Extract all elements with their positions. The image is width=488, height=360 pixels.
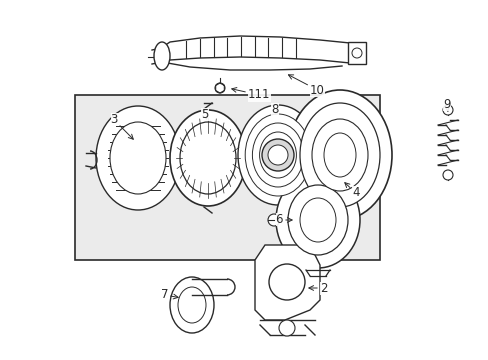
Text: 9: 9: [442, 99, 450, 112]
Polygon shape: [254, 245, 319, 320]
Circle shape: [215, 83, 224, 93]
Ellipse shape: [259, 132, 296, 178]
Ellipse shape: [110, 122, 165, 194]
Ellipse shape: [180, 122, 236, 194]
Ellipse shape: [238, 105, 317, 205]
Ellipse shape: [324, 133, 355, 177]
Text: 2: 2: [308, 282, 327, 294]
Ellipse shape: [299, 198, 335, 242]
Ellipse shape: [311, 119, 367, 191]
Text: 8: 8: [271, 104, 278, 117]
Circle shape: [351, 48, 361, 58]
Text: 4: 4: [344, 183, 359, 199]
Circle shape: [262, 139, 293, 171]
Bar: [347, 42, 365, 64]
Ellipse shape: [244, 114, 310, 196]
Text: 5: 5: [201, 108, 208, 121]
Ellipse shape: [170, 110, 245, 206]
Bar: [75, 95, 379, 260]
Ellipse shape: [252, 123, 303, 187]
Text: 3: 3: [110, 113, 133, 139]
Circle shape: [268, 264, 305, 300]
Ellipse shape: [287, 90, 391, 220]
Ellipse shape: [299, 103, 379, 207]
Polygon shape: [158, 36, 349, 63]
Ellipse shape: [287, 185, 347, 255]
Ellipse shape: [170, 277, 214, 333]
Circle shape: [267, 214, 280, 226]
Circle shape: [442, 105, 452, 115]
Circle shape: [442, 170, 452, 180]
Ellipse shape: [154, 42, 170, 70]
Text: 7: 7: [160, 288, 178, 301]
Ellipse shape: [275, 172, 359, 268]
Text: 6: 6: [275, 213, 291, 226]
Text: 10: 10: [288, 75, 324, 96]
Circle shape: [267, 145, 287, 165]
Text: 111: 111: [231, 87, 270, 102]
Circle shape: [279, 320, 294, 336]
Ellipse shape: [96, 106, 180, 210]
Ellipse shape: [178, 287, 205, 323]
